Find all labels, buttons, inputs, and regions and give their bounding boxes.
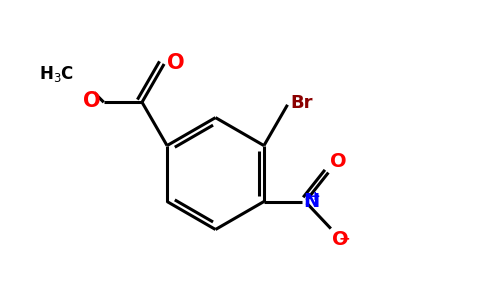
Text: +: + bbox=[310, 190, 320, 203]
Text: H$_3$C: H$_3$C bbox=[39, 64, 74, 84]
Text: −: − bbox=[338, 232, 350, 245]
Text: O: O bbox=[330, 152, 347, 171]
Text: O: O bbox=[83, 91, 101, 111]
Text: Br: Br bbox=[290, 94, 313, 112]
Text: O: O bbox=[167, 52, 185, 73]
Text: O: O bbox=[333, 230, 349, 249]
Text: N: N bbox=[303, 192, 320, 211]
